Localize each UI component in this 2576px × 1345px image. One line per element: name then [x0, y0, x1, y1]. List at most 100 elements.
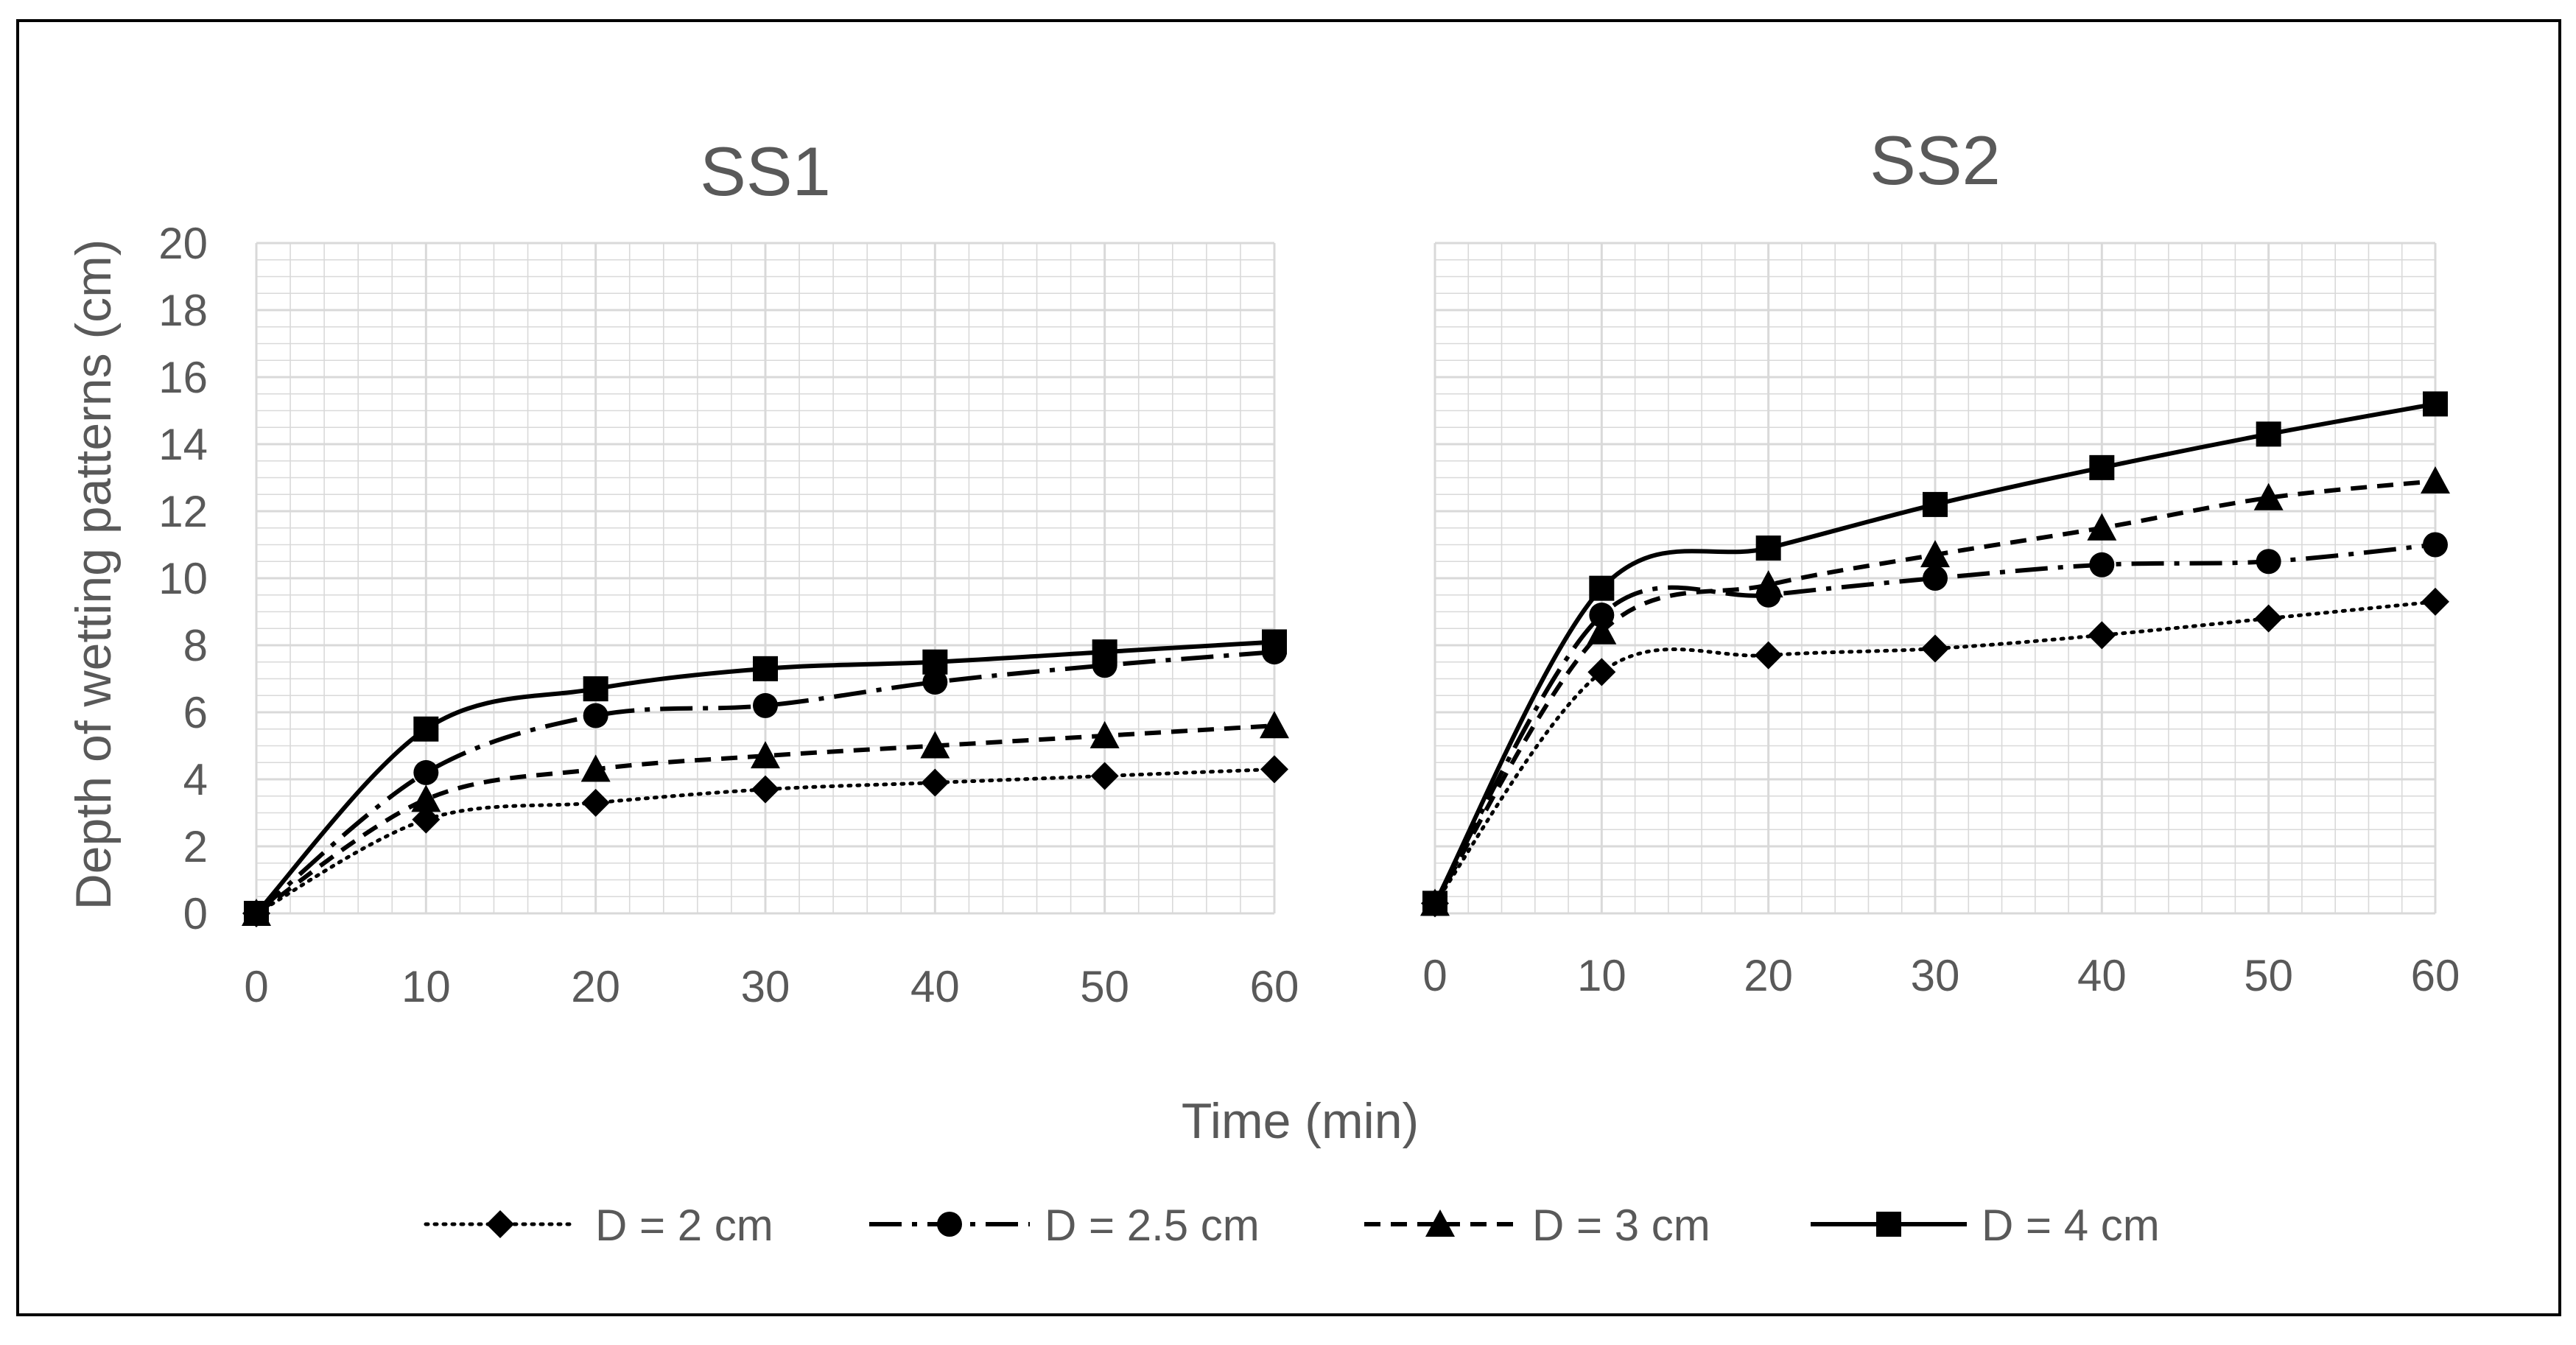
data-point [751, 741, 780, 769]
legend-item: D = 3 cm [1364, 1201, 1710, 1250]
series-line [1433, 600, 2438, 905]
legend-label: D = 2 cm [595, 1201, 773, 1250]
data-point [1587, 658, 1616, 686]
legend-marker [1876, 1212, 1901, 1237]
data-point [412, 805, 441, 834]
x-tick-label: 20 [1744, 951, 1793, 1000]
data-point [413, 716, 439, 742]
series-d-2-cm [1421, 587, 2449, 918]
data-point [753, 656, 778, 681]
x-tick-label: 30 [1911, 951, 1960, 1000]
x-tick-label: 50 [1080, 962, 1129, 1011]
x-tick-label: 40 [910, 962, 960, 1011]
y-tick-label: 10 [158, 554, 208, 603]
x-tick-label: 60 [1250, 962, 1299, 1011]
data-point [1262, 629, 1287, 655]
data-point [1092, 639, 1117, 665]
y-tick-label: 0 [183, 889, 208, 938]
data-point [1923, 491, 1948, 517]
data-point [2423, 532, 2448, 558]
data-point [2088, 621, 2116, 650]
data-point [1923, 566, 1948, 591]
x-tick-label: 40 [2077, 951, 2127, 1000]
data-point [922, 670, 948, 695]
data-point [1755, 535, 1781, 561]
data-point [1587, 617, 1617, 645]
y-tick-label: 6 [183, 688, 208, 737]
legend-label: D = 4 cm [1982, 1201, 2160, 1250]
x-tick-label: 10 [401, 962, 451, 1011]
data-point [1260, 711, 1289, 739]
y-tick-label: 8 [183, 621, 208, 670]
chart-title: SS1 [700, 133, 831, 210]
legend-item: D = 2.5 cm [869, 1201, 1260, 1250]
y-tick-label: 16 [158, 353, 208, 402]
x-tick-label: 60 [2411, 951, 2460, 1000]
legend-marker [486, 1210, 514, 1238]
data-point [1589, 575, 1615, 601]
data-point [1920, 540, 1950, 568]
x-axis-label: Time (min) [1182, 1093, 1419, 1149]
x-tick-label: 20 [571, 962, 620, 1011]
chart-panel-ss1: SS1 0 10 20 30 40 50 60 0 2 4 6 8 10 12 14 16 18 20 [158, 133, 1299, 1011]
series-d-3-cm [1420, 466, 2450, 916]
x-tick-label: 10 [1577, 951, 1626, 1000]
data-point [1753, 570, 1783, 598]
data-point [1260, 755, 1288, 784]
data-point [583, 676, 608, 702]
data-point [921, 768, 950, 797]
data-point [922, 649, 948, 675]
y-tick-label: 14 [158, 420, 208, 469]
data-point [2256, 421, 2281, 447]
legend-label: D = 3 cm [1532, 1201, 1710, 1250]
data-point [1589, 603, 1615, 628]
data-point [2256, 549, 2281, 575]
y-tick-label: 20 [158, 219, 208, 268]
chart-title: SS2 [1870, 122, 2001, 199]
data-point [1089, 720, 1120, 748]
data-point [2421, 466, 2450, 494]
y-tick-label: 18 [158, 286, 208, 335]
data-point [581, 788, 610, 817]
series-d-4-cm [244, 629, 1287, 926]
data-point [753, 692, 778, 718]
legend-item: D = 4 cm [1811, 1201, 2160, 1250]
legend: D = 2 cm D = 2.5 cm D = 3 cm D = 4 cm [424, 1201, 2160, 1250]
figure-border [16, 19, 2561, 1316]
y-tick-label: 4 [183, 755, 208, 804]
data-point [244, 901, 269, 926]
chart-panel-ss2: SS2 0 10 20 30 40 50 60 [1420, 122, 2460, 1000]
gridlines [255, 242, 1276, 915]
x-tick-label: 0 [244, 962, 268, 1011]
data-point [2089, 454, 2115, 480]
x-tick-label: 0 [1422, 951, 1447, 1000]
gridlines [1433, 242, 2437, 915]
data-point [583, 703, 608, 728]
legend-label: D = 2.5 cm [1045, 1201, 1260, 1250]
series-line [1433, 479, 2436, 905]
y-axis-label: Depth of wetting patterns (cm) [66, 239, 122, 910]
data-point [1921, 634, 1949, 663]
x-tick-label: 30 [741, 962, 790, 1011]
data-point [2423, 391, 2448, 417]
data-point [2089, 552, 2115, 577]
data-point [920, 731, 950, 759]
data-point [2087, 513, 2117, 541]
legend-item: D = 2 cm [424, 1201, 773, 1250]
legend-marker [937, 1212, 962, 1237]
data-point [1754, 641, 1783, 670]
data-point [1422, 891, 1447, 916]
y-tick-label: 12 [158, 487, 208, 536]
series-d-4-cm [1422, 391, 2448, 916]
series-d-2-cm [242, 755, 1288, 927]
x-tick-label: 50 [2244, 951, 2293, 1000]
data-point [411, 784, 441, 812]
data-point [751, 775, 779, 804]
data-point [580, 754, 611, 782]
data-point [2254, 604, 2283, 633]
data-point [413, 759, 439, 785]
data-point [2421, 587, 2449, 616]
legend-marker [1425, 1209, 1455, 1237]
data-point [1090, 762, 1119, 790]
